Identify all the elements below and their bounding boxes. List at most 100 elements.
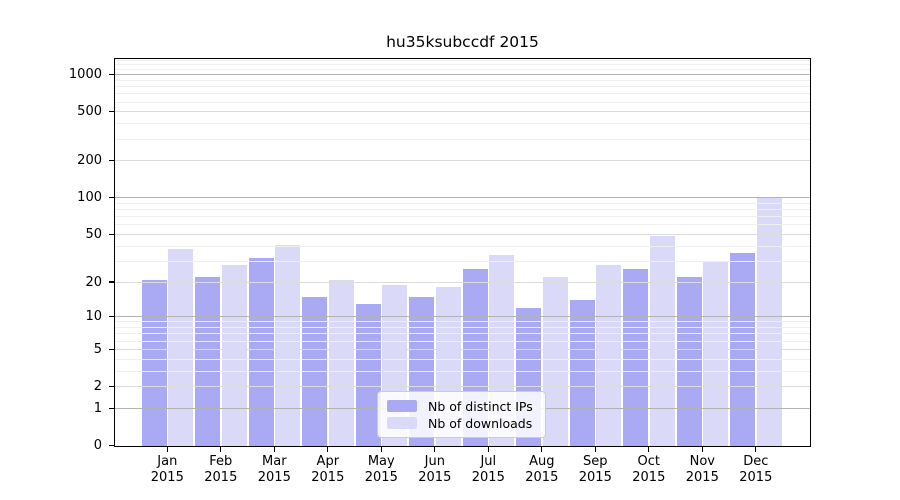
y-tick-mark (109, 233, 114, 236)
y-tick-label: 0 (93, 438, 102, 453)
y-tick-mark (109, 111, 114, 113)
minor-gridline (115, 209, 810, 211)
x-tick-label: Jul 2015 (471, 453, 505, 486)
plot-border-right (810, 58, 812, 447)
x-tick-mark (273, 446, 275, 452)
x-tick-label: Apr 2015 (311, 453, 345, 486)
gridline (115, 281, 810, 283)
minor-gridline (115, 216, 810, 218)
x-tick-label: Sep 2015 (578, 453, 612, 486)
minor-gridline (115, 79, 810, 81)
plot-border-bottom (114, 445, 811, 447)
y-tick-mark (109, 385, 114, 388)
gridline (115, 111, 810, 113)
bar-downloads-jan (168, 248, 194, 447)
y-tick-label: 200 (77, 153, 102, 169)
x-tick-mark (166, 446, 168, 452)
major-gridline (115, 197, 810, 199)
x-tick-mark (594, 446, 596, 452)
legend-label-downloads: Nb of downloads (428, 415, 533, 431)
minor-gridline (115, 202, 810, 204)
x-tick-mark (220, 446, 222, 452)
minor-gridline (115, 245, 810, 247)
gridline (115, 348, 810, 350)
minor-gridline (115, 69, 810, 71)
minor-gridline (115, 333, 810, 335)
minor-gridline (115, 224, 810, 226)
minor-gridline (115, 370, 810, 372)
x-tick-label: Aug 2015 (525, 453, 559, 486)
bar-distinct-ips-nov (676, 277, 702, 447)
plot-border-top (114, 58, 811, 60)
x-tick-label: Jan 2015 (150, 453, 184, 486)
y-tick-label: 500 (77, 104, 102, 120)
x-tick-mark (541, 446, 543, 452)
legend-swatch-downloads (387, 417, 417, 429)
x-tick-label: Mar 2015 (257, 453, 291, 486)
minor-gridline (115, 340, 810, 342)
y-tick-label: 100 (77, 190, 102, 206)
legend-label-distinct-ips: Nb of distinct IPs (428, 398, 533, 414)
major-gridline (115, 316, 810, 318)
y-tick-label: 20 (85, 274, 102, 290)
bar-downloads-sep (596, 264, 622, 447)
minor-gridline (115, 60, 810, 62)
minor-gridline (115, 93, 810, 95)
y-tick-label: 1000 (68, 67, 102, 83)
bar-distinct-ips-feb (195, 277, 221, 447)
legend-entry-downloads: Nb of downloads (387, 415, 536, 431)
x-tick-label: Nov 2015 (685, 453, 719, 486)
x-tick-label: Jun 2015 (418, 453, 452, 486)
y-tick-mark (109, 444, 114, 447)
bar-distinct-ips-mar (248, 257, 274, 447)
y-tick-label: 1 (93, 400, 102, 416)
y-tick-label: 50 (85, 226, 102, 242)
minor-gridline (115, 327, 810, 329)
x-tick-label: May 2015 (364, 453, 398, 486)
legend: Nb of distinct IPs Nb of downloads (377, 391, 546, 438)
bar-distinct-ips-sep (569, 300, 595, 447)
y-tick-mark (109, 160, 114, 162)
x-tick-mark (701, 446, 703, 452)
legend-entry-distinct-ips: Nb of distinct IPs (387, 398, 536, 414)
plot-border-left (114, 58, 116, 447)
y-tick-mark (109, 281, 114, 283)
legend-swatch-distinct-ips (387, 400, 417, 412)
x-tick-mark (487, 446, 489, 452)
bar-downloads-nov (703, 261, 729, 447)
minor-gridline (115, 64, 810, 66)
y-tick-mark (109, 197, 114, 199)
gridline (115, 386, 810, 388)
x-tick-mark (380, 446, 382, 452)
minor-gridline (115, 101, 810, 103)
bar-downloads-apr (328, 279, 354, 447)
bar-distinct-ips-jan (141, 279, 167, 447)
x-tick-label: Feb 2015 (204, 453, 238, 486)
gridline (115, 160, 810, 162)
y-tick-label: 2 (93, 379, 102, 395)
chart-title: hu35ksubccdf 2015 (386, 33, 539, 51)
x-tick-label: Dec 2015 (739, 453, 773, 486)
y-tick-mark (109, 74, 114, 76)
minor-gridline (115, 321, 810, 323)
y-tick-label: 10 (85, 309, 102, 325)
minor-gridline (115, 358, 810, 360)
x-tick-mark (755, 446, 757, 452)
bar-downloads-feb (221, 264, 247, 447)
major-gridline (115, 74, 810, 76)
x-tick-label: Oct 2015 (632, 453, 666, 486)
gridline (115, 233, 810, 235)
minor-gridline (115, 138, 810, 140)
bar-downloads-mar (275, 244, 301, 447)
bar-distinct-ips-oct (623, 268, 649, 447)
minor-gridline (115, 123, 810, 125)
minor-gridline (115, 260, 810, 262)
x-tick-mark (327, 446, 329, 452)
x-tick-mark (648, 446, 650, 452)
y-tick-mark (109, 316, 114, 318)
y-tick-mark (109, 348, 114, 350)
minor-gridline (115, 86, 810, 88)
y-tick-label: 5 (93, 341, 102, 357)
y-tick-mark (109, 407, 114, 409)
